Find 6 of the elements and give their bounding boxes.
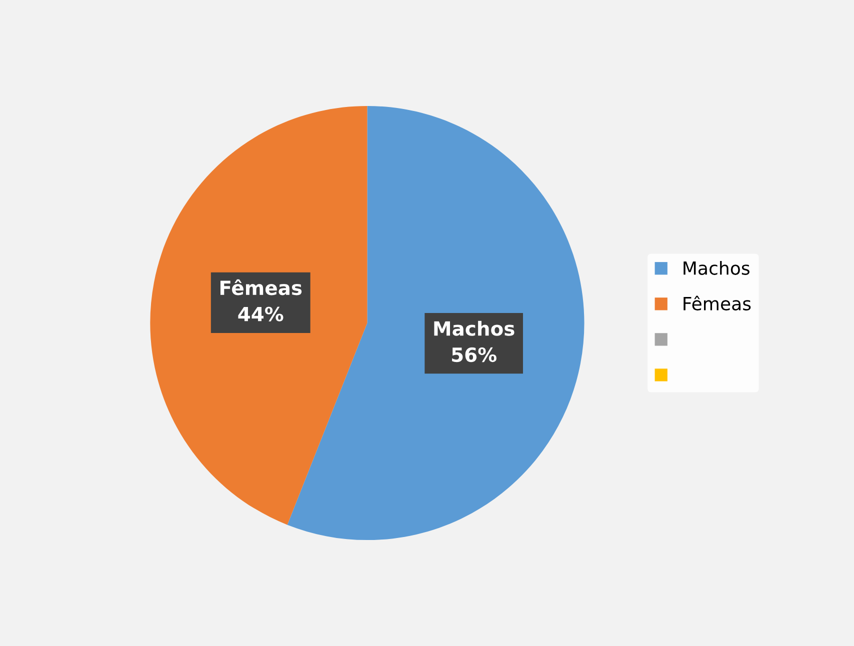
data-label: 44%: [238, 306, 284, 322]
data-label: 56%: [452, 347, 496, 362]
slice-label: Machos: [434, 320, 514, 336]
slice-label: Fêmeas: [220, 279, 302, 296]
legend-label: Fêmeas: [684, 296, 751, 310]
legend-label: Machos: [684, 260, 750, 275]
